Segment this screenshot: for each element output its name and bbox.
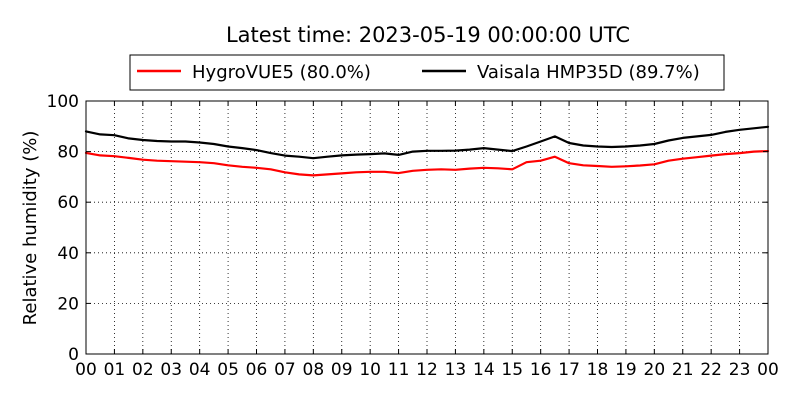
chart-title: Latest time: 2023-05-19 00:00:00 UTC bbox=[226, 23, 630, 47]
plot-background bbox=[86, 101, 768, 354]
x-tick-label: 05 bbox=[217, 360, 239, 380]
x-tick-label: 20 bbox=[644, 360, 666, 380]
x-tick-label: 22 bbox=[700, 360, 722, 380]
x-tick-label: 19 bbox=[615, 360, 637, 380]
x-tick-label: 13 bbox=[445, 360, 467, 380]
x-tick-label: 18 bbox=[587, 360, 609, 380]
x-tick-label: 16 bbox=[530, 360, 552, 380]
series-line-0 bbox=[84, 150, 770, 177]
x-tick-label: 23 bbox=[729, 360, 751, 380]
y-tick-label: 0 bbox=[68, 345, 79, 365]
y-tick-label: 20 bbox=[57, 294, 79, 314]
y-axis-label: Relative humidity (%) bbox=[20, 131, 41, 326]
legend: HygroVUE5 (80.0%) Vaisala HMP35D (89.7%) bbox=[129, 54, 725, 91]
y-tick-label: 100 bbox=[47, 92, 79, 112]
x-tick-label: 02 bbox=[132, 360, 154, 380]
y-tick-label: 80 bbox=[57, 143, 79, 163]
legend-label-hygrovue5: HygroVUE5 (80.0%) bbox=[192, 62, 371, 83]
y-tick-label: 40 bbox=[57, 244, 79, 264]
x-tick-label: 08 bbox=[303, 360, 325, 380]
x-tick-label: 00 bbox=[75, 360, 97, 380]
x-tick-label: 09 bbox=[331, 360, 353, 380]
x-tick-label: 10 bbox=[359, 360, 381, 380]
y-tick-label: 60 bbox=[57, 193, 79, 213]
legend-frame bbox=[129, 54, 725, 91]
x-tick-label: 03 bbox=[160, 360, 182, 380]
x-tick-label: 17 bbox=[558, 360, 580, 380]
legend-label-vaisala-hmp35d: Vaisala HMP35D (89.7%) bbox=[477, 62, 700, 83]
x-tick-label: 07 bbox=[274, 360, 296, 380]
series-line-1 bbox=[84, 125, 770, 160]
data-series bbox=[84, 125, 770, 177]
x-tick-label: 00 bbox=[757, 360, 779, 380]
x-tick-label: 15 bbox=[501, 360, 523, 380]
axis-ticks: 0 20 40 60 80 100 00 01 02 03 04 05 06 07 08 09 10 11 12 13… bbox=[47, 92, 779, 380]
x-tick-label: 01 bbox=[104, 360, 126, 380]
x-tick-label: 12 bbox=[416, 360, 438, 380]
x-tick-label: 06 bbox=[246, 360, 268, 380]
x-tick-label: 11 bbox=[388, 360, 410, 380]
x-tick-label: 14 bbox=[473, 360, 495, 380]
x-tick-label: 04 bbox=[189, 360, 211, 380]
x-tick-label: 21 bbox=[672, 360, 694, 380]
